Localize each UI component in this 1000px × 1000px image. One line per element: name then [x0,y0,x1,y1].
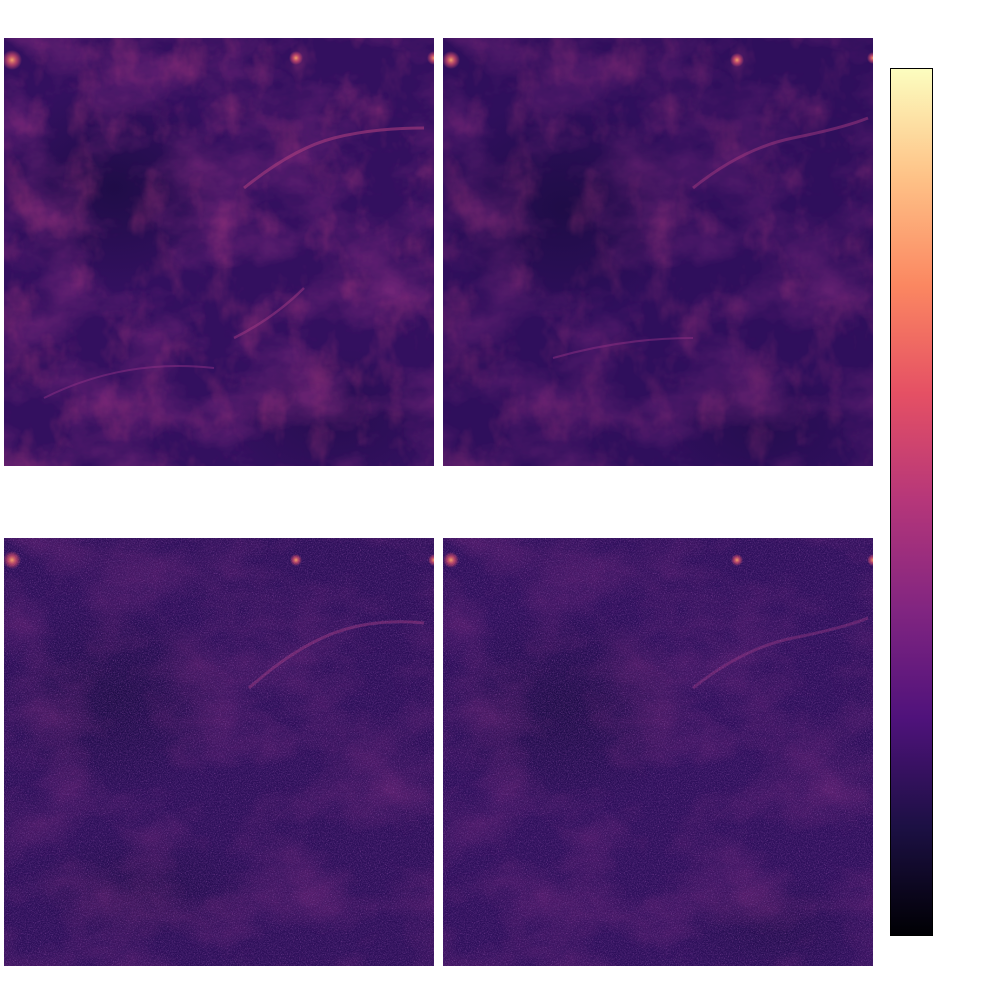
density-map-bottom-left [4,538,434,966]
density-map-bottom-right [443,538,873,966]
density-map-top-left [4,38,434,466]
density-map-top-right [443,38,873,466]
colorbar [890,68,933,936]
